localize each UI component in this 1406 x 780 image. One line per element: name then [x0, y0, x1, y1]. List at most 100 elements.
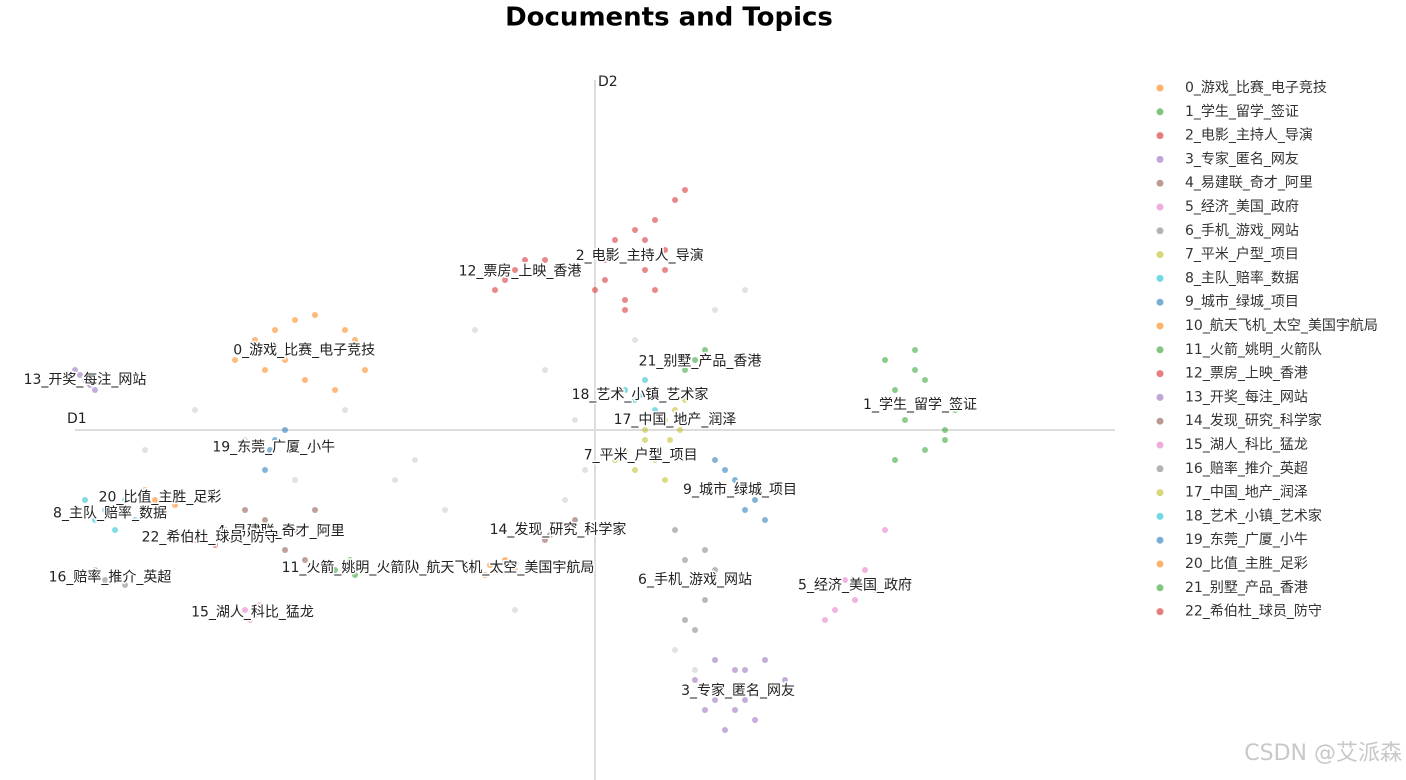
outlier-point	[292, 477, 298, 483]
point	[352, 337, 358, 343]
outlier-point	[712, 307, 718, 313]
legend-label: 12_票房_上映_香港	[1185, 366, 1308, 382]
point	[652, 287, 658, 293]
point	[352, 572, 358, 578]
point	[602, 257, 608, 263]
point	[92, 517, 98, 523]
point	[302, 557, 308, 563]
point	[612, 237, 618, 243]
point	[542, 257, 548, 263]
legend-marker	[1156, 584, 1164, 592]
outlier-point	[442, 507, 448, 513]
point	[672, 407, 678, 413]
topic-label: 20_比值_主胜_足彩	[99, 490, 222, 506]
point	[702, 597, 708, 603]
point	[242, 607, 248, 613]
point	[332, 387, 338, 393]
legend-marker	[1156, 251, 1164, 259]
topic-label: 9_城市_绿城_项目	[683, 481, 797, 498]
outlier-point	[572, 417, 578, 423]
point	[282, 547, 288, 553]
point	[712, 457, 718, 463]
point	[742, 667, 748, 673]
point	[912, 367, 918, 373]
legend-marker	[1156, 155, 1164, 163]
legend-label: 3_专家_匿名_网友	[1185, 150, 1299, 167]
legend-marker	[1156, 227, 1164, 235]
point	[642, 437, 648, 443]
point	[312, 507, 318, 513]
point	[652, 457, 658, 463]
point	[902, 417, 908, 423]
legend-label: 13_开奖_每注_网站	[1185, 388, 1308, 405]
point	[92, 387, 98, 393]
legend-marker	[1156, 298, 1164, 306]
point	[562, 522, 568, 528]
legend-marker	[1156, 465, 1164, 473]
point	[262, 467, 268, 473]
point	[502, 557, 508, 563]
point	[712, 362, 718, 368]
point	[742, 697, 748, 703]
legend-label: 22_希伯杜_球员_防守	[1185, 604, 1322, 620]
legend-label: 10_航天飞机_太空_美国宇航局	[1185, 318, 1378, 334]
point	[212, 542, 218, 548]
legend-marker	[1156, 346, 1164, 354]
point	[712, 657, 718, 663]
topic-label: 3_专家_匿名_网友	[681, 682, 795, 699]
point	[252, 612, 258, 618]
legend-label: 16_赔率_推介_英超	[1185, 460, 1308, 477]
point	[872, 587, 878, 593]
point	[652, 217, 658, 223]
point	[622, 307, 628, 313]
point	[642, 237, 648, 243]
point	[682, 187, 688, 193]
point	[602, 277, 608, 283]
topic-label: 14_发现_研究_科学家	[490, 521, 627, 538]
point	[262, 367, 268, 373]
topic-label: 5_经济_美国_政府	[798, 578, 912, 594]
point	[512, 567, 518, 573]
point	[692, 577, 698, 583]
point	[922, 377, 928, 383]
legend-marker	[1156, 417, 1164, 425]
point	[622, 447, 628, 453]
legend-marker	[1156, 322, 1164, 330]
point	[82, 377, 88, 383]
point	[77, 372, 83, 378]
point	[162, 492, 168, 498]
point	[642, 377, 648, 383]
point	[322, 347, 328, 353]
topic-label: 21_别墅_产品_香港	[639, 353, 762, 369]
point	[712, 697, 718, 703]
legend-marker	[1156, 489, 1164, 497]
point	[692, 627, 698, 633]
legend-marker	[1156, 393, 1164, 401]
legend-marker	[1156, 84, 1164, 92]
point	[362, 367, 368, 373]
point	[232, 357, 238, 363]
point	[332, 567, 338, 573]
outlier-point	[512, 607, 518, 613]
point	[932, 397, 938, 403]
point	[342, 562, 348, 568]
topic-label: 1_学生_留学_签证	[863, 396, 977, 413]
point	[592, 287, 598, 293]
point	[752, 717, 758, 723]
legend-label: 17_中国_地产_润泽	[1185, 485, 1308, 501]
point	[722, 467, 728, 473]
point	[632, 397, 638, 403]
point	[282, 357, 288, 363]
point	[252, 337, 258, 343]
topic-label: 12_票房_上映_香港	[459, 264, 582, 280]
point	[752, 497, 758, 503]
topic-label: 6_手机_游戏_网站	[638, 572, 752, 588]
topic-label: 16_赔率_推介_英超	[49, 569, 172, 586]
legend-marker	[1156, 108, 1164, 116]
point	[482, 572, 488, 578]
point	[622, 297, 628, 303]
point	[702, 707, 708, 713]
point	[502, 277, 508, 283]
outlier-point	[142, 447, 148, 453]
point	[942, 437, 948, 443]
